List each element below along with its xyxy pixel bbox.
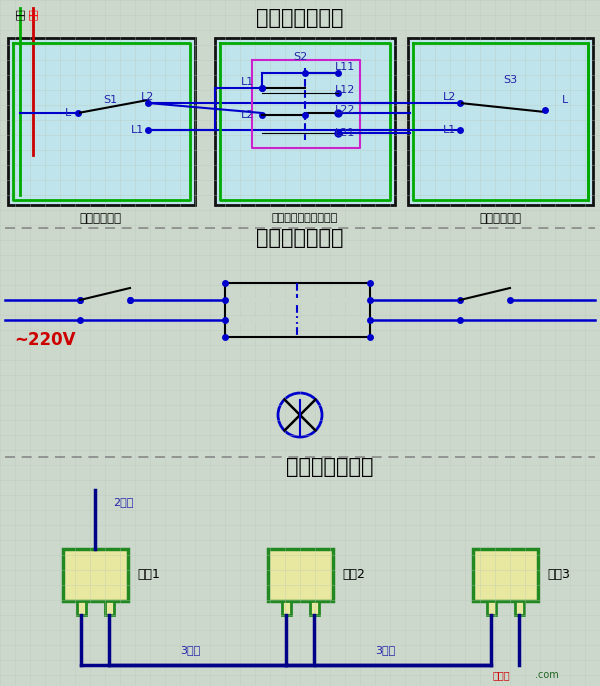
Text: L1: L1 <box>241 77 254 87</box>
Text: L2: L2 <box>443 92 457 102</box>
Text: L21: L21 <box>335 128 355 138</box>
Text: L: L <box>562 95 568 105</box>
Text: 相线: 相线 <box>15 8 25 20</box>
FancyBboxPatch shape <box>282 601 291 615</box>
Text: 单开双控开关: 单开双控开关 <box>479 211 521 224</box>
FancyBboxPatch shape <box>105 601 114 615</box>
Text: L2: L2 <box>142 92 155 102</box>
Text: 接线图: 接线图 <box>493 670 511 680</box>
Text: 三控开关接线图: 三控开关接线图 <box>256 8 344 28</box>
Text: L22: L22 <box>335 105 355 115</box>
Text: S1: S1 <box>103 95 117 105</box>
FancyBboxPatch shape <box>515 601 524 615</box>
FancyBboxPatch shape <box>408 38 593 205</box>
Text: 三控开关布线图: 三控开关布线图 <box>286 457 374 477</box>
Text: 3根线: 3根线 <box>375 645 395 655</box>
FancyBboxPatch shape <box>487 601 496 615</box>
FancyBboxPatch shape <box>268 549 333 601</box>
Text: L12: L12 <box>335 85 355 95</box>
FancyBboxPatch shape <box>215 38 395 205</box>
FancyBboxPatch shape <box>8 38 195 205</box>
Text: L: L <box>65 108 71 118</box>
Text: 单开双控开关: 单开双控开关 <box>79 211 121 224</box>
Text: 开关1: 开关1 <box>137 569 160 582</box>
Text: 3根线: 3根线 <box>180 645 200 655</box>
Text: L11: L11 <box>335 62 355 72</box>
FancyBboxPatch shape <box>473 549 538 601</box>
Text: 三控开关原理图: 三控开关原理图 <box>256 228 344 248</box>
Text: 开关3: 开关3 <box>548 569 571 582</box>
Text: .com: .com <box>535 670 559 680</box>
Text: S2: S2 <box>293 52 307 62</box>
FancyBboxPatch shape <box>310 601 319 615</box>
Text: 中途开关（三控开关）: 中途开关（三控开关） <box>272 213 338 223</box>
FancyBboxPatch shape <box>63 549 128 601</box>
Text: L2: L2 <box>241 110 254 120</box>
Text: L1: L1 <box>443 125 457 135</box>
Text: L1: L1 <box>131 125 145 135</box>
FancyBboxPatch shape <box>77 601 86 615</box>
Text: 火线: 火线 <box>28 8 38 20</box>
Text: ~220V: ~220V <box>14 331 76 349</box>
Text: 2根线: 2根线 <box>113 497 133 507</box>
Text: 开关2: 开关2 <box>343 569 365 582</box>
Text: S3: S3 <box>503 75 517 85</box>
